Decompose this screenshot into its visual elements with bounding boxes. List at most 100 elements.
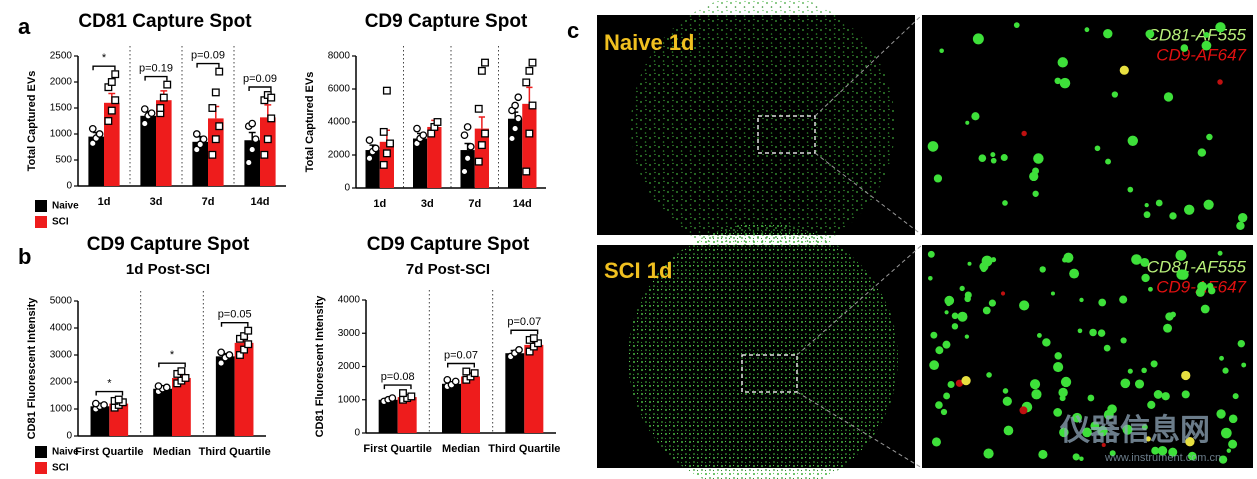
- fluorescent-dot: [1105, 158, 1111, 165]
- data-point: [481, 58, 489, 67]
- legend-label: Naive: [52, 447, 79, 458]
- fluorescent-dot: [1241, 362, 1247, 368]
- data-point: [477, 66, 486, 75]
- bar: [397, 397, 417, 433]
- fluorescent-dot: [1079, 297, 1084, 303]
- fluorescent-dot: [1053, 361, 1064, 373]
- fluorescent-dot: [1187, 451, 1197, 461]
- fluorescent-dot: [1228, 414, 1238, 424]
- fluorescent-dot: [1161, 392, 1170, 401]
- y-tick-label: 2000: [50, 77, 73, 88]
- fluorescent-dot: [1054, 352, 1062, 360]
- significance-bracket: [158, 362, 186, 368]
- data-point: [156, 104, 165, 112]
- fluorescent-dot: [1200, 304, 1210, 314]
- fluorescent-dot: [1072, 453, 1080, 461]
- data-point: [466, 142, 475, 151]
- fluorescent-dot: [1094, 145, 1101, 152]
- x-tick-label: 1d: [373, 198, 386, 210]
- fluorescent-dot: [1201, 40, 1212, 51]
- fluorescent-dot: [1197, 148, 1207, 157]
- fluorescent-dot: [982, 306, 991, 315]
- data-point: [477, 141, 486, 150]
- fluorescent-dot: [964, 334, 970, 339]
- channel-label: CD9-AF647: [1156, 45, 1246, 64]
- fluorescent-dot: [1019, 406, 1028, 415]
- y-tick-label: 5000: [50, 296, 73, 307]
- bar: [461, 376, 480, 433]
- data-point: [511, 101, 519, 110]
- data-point: [208, 150, 217, 159]
- data-point: [244, 158, 253, 167]
- bar: [524, 344, 544, 433]
- zoom-line: [796, 391, 923, 469]
- fluorescent-dot: [1069, 268, 1080, 279]
- y-tick-label: 0: [66, 181, 72, 192]
- significance-bracket: [248, 86, 272, 91]
- data-point: [107, 106, 116, 115]
- data-point: [399, 389, 407, 398]
- data-point: [481, 129, 489, 138]
- data-point: [365, 136, 374, 144]
- data-point: [215, 67, 224, 76]
- bar: [90, 406, 110, 436]
- data-point: [528, 58, 537, 67]
- fluorescent-dot: [1141, 424, 1148, 431]
- x-tick-label: Median: [153, 446, 191, 458]
- data-point: [525, 347, 534, 356]
- fluorescent-dot: [959, 285, 965, 292]
- fluorescent-dot: [944, 310, 949, 315]
- fluorescent-dot: [988, 299, 996, 307]
- legend-label: SCI: [52, 217, 69, 228]
- fluorescent-dot: [1217, 79, 1223, 85]
- chart-title: CD81 Capture Spot: [78, 11, 252, 32]
- chart-title: CD9 Capture Spot: [87, 234, 250, 255]
- fluorescent-dot: [1119, 295, 1128, 304]
- legend-label: SCI: [52, 463, 69, 474]
- data-point: [240, 345, 249, 354]
- data-point: [463, 154, 472, 163]
- fluorescent-dot: [986, 372, 992, 378]
- fluorescent-dot: [1029, 379, 1041, 390]
- fluorescent-dot: [1208, 287, 1216, 295]
- fluorescent-dot: [1178, 269, 1189, 280]
- data-point: [407, 392, 416, 401]
- data-point: [379, 160, 388, 169]
- data-point: [529, 334, 538, 343]
- fluorescent-dot: [1197, 281, 1208, 292]
- bar: [234, 342, 254, 436]
- fluorescent-dot: [1032, 190, 1039, 197]
- fluorescent-dot: [957, 311, 968, 322]
- data-point: [88, 139, 97, 148]
- error-bar: [526, 86, 533, 104]
- data-point: [263, 135, 272, 144]
- fluorescent-dot: [1084, 27, 1090, 33]
- fluorescent-dot: [1219, 355, 1224, 361]
- data-point: [196, 140, 205, 149]
- significance-label: p=0.09: [191, 50, 225, 62]
- bar: [413, 138, 428, 188]
- data-point: [525, 129, 534, 138]
- fluorescent-dot: [1169, 212, 1177, 220]
- y-axis-label: Total Captured EVs: [26, 71, 38, 172]
- data-point: [463, 123, 472, 131]
- y-tick-label: 1000: [50, 129, 73, 140]
- data-point: [215, 122, 224, 131]
- fluorescent-dot: [1038, 449, 1048, 460]
- data-point: [267, 114, 276, 123]
- fluorescent-dot: [942, 340, 951, 349]
- zoom-box: [741, 354, 798, 393]
- significance-bracket: [92, 65, 116, 71]
- capture-spot: [628, 223, 898, 479]
- y-tick-label: 3000: [338, 328, 361, 339]
- fluorescent-dot: [1060, 376, 1072, 388]
- fluorescent-dot: [935, 401, 943, 409]
- fluorescent-dot: [1058, 387, 1068, 398]
- fluorescent-dot: [1097, 425, 1108, 437]
- data-point: [248, 145, 257, 154]
- data-point: [382, 86, 391, 95]
- chart-title: CD9 Capture Spot: [365, 11, 528, 32]
- fluorescent-dot: [1059, 77, 1071, 89]
- bar: [109, 403, 129, 436]
- fluorescent-dot: [1236, 221, 1245, 231]
